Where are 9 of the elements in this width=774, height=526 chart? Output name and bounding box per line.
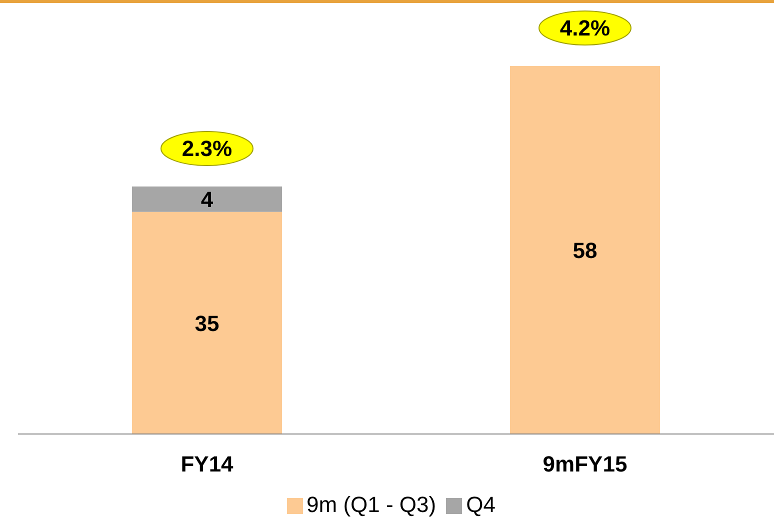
data-label: 58 — [572, 238, 598, 263]
x-tick-label: 9mFY15 — [542, 452, 628, 477]
data-label: 35 — [194, 310, 220, 336]
legend-label: 9m (Q1 - Q3) — [306, 492, 436, 517]
annotation: 4.2% — [560, 16, 610, 40]
annotation: 2.3% — [182, 136, 232, 162]
x-tick-label: FY14 — [180, 452, 234, 477]
legend-label: Q4 — [466, 492, 496, 517]
data-label: 4 — [200, 187, 214, 212]
